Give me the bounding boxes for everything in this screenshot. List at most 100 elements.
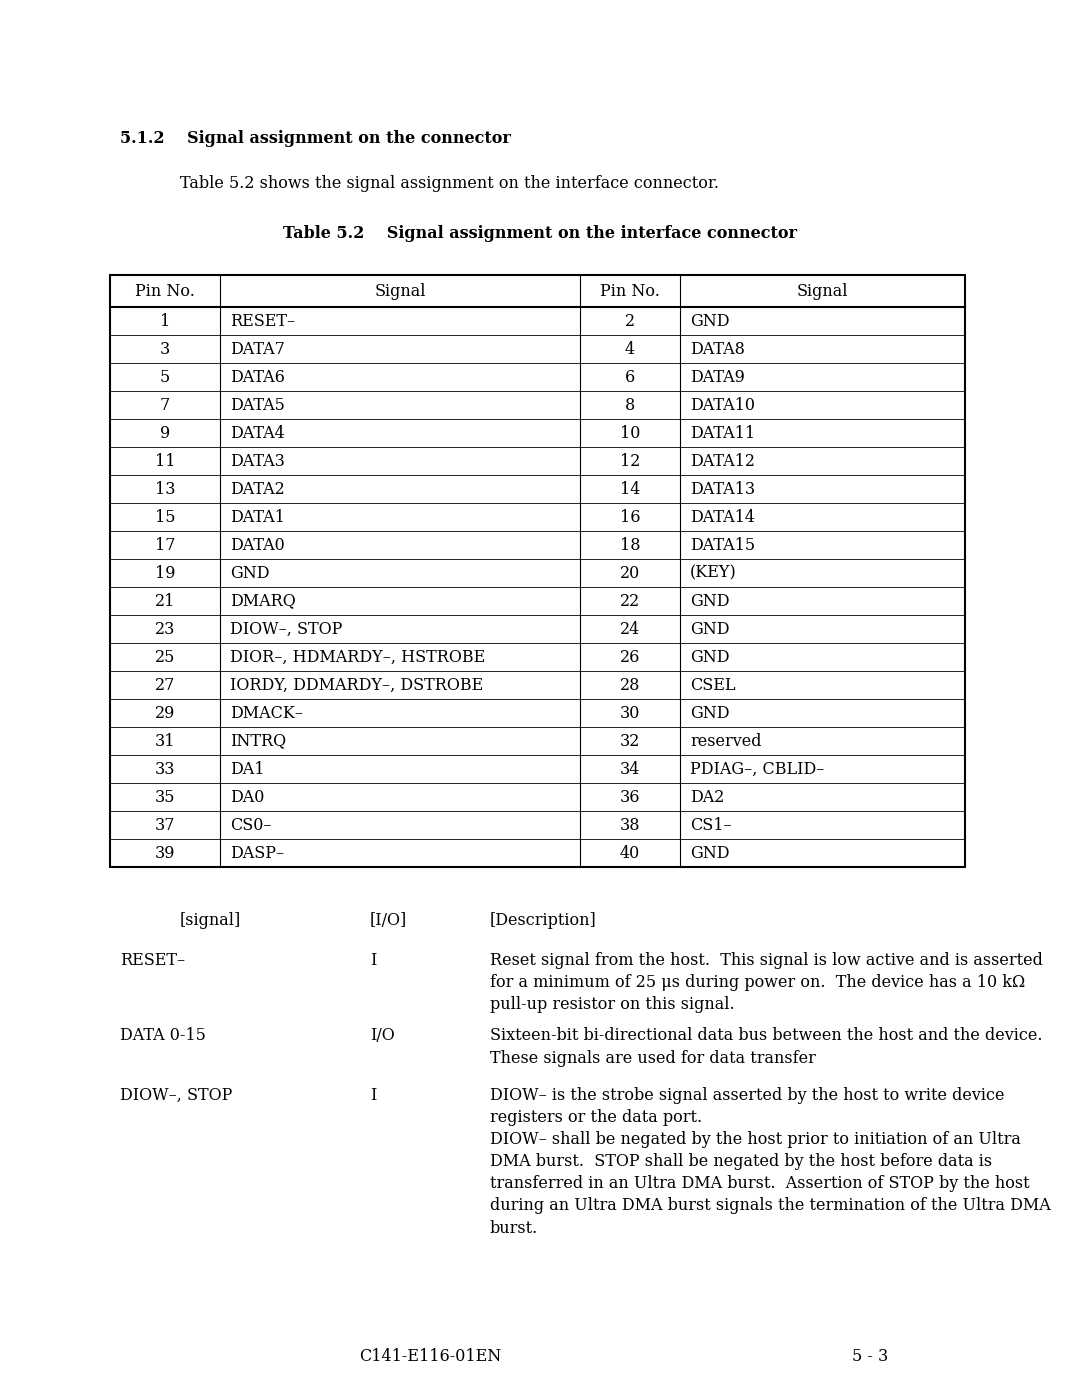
Text: DATA6: DATA6	[230, 369, 285, 386]
Text: C141-E116-01EN: C141-E116-01EN	[359, 1348, 501, 1365]
Text: GND: GND	[690, 845, 729, 862]
Text: RESET–: RESET–	[120, 951, 185, 970]
Text: 23: 23	[154, 620, 175, 637]
Text: Table 5.2 shows the signal assignment on the interface connector.: Table 5.2 shows the signal assignment on…	[180, 175, 719, 191]
Text: DATA8: DATA8	[690, 341, 745, 358]
Text: DATA13: DATA13	[690, 481, 755, 497]
Text: DIOR–, HDMARDY–, HSTROBE: DIOR–, HDMARDY–, HSTROBE	[230, 648, 485, 665]
Text: DATA7: DATA7	[230, 341, 285, 358]
Text: DATA15: DATA15	[690, 536, 755, 553]
Text: 7: 7	[160, 397, 171, 414]
Text: DATA4: DATA4	[230, 425, 285, 441]
Text: 15: 15	[154, 509, 175, 525]
Text: 12: 12	[620, 453, 640, 469]
Text: Reset signal from the host.  This signal is low active and is asserted
for a min: Reset signal from the host. This signal …	[490, 951, 1043, 1013]
Text: Pin No.: Pin No.	[135, 282, 194, 299]
Text: 22: 22	[620, 592, 640, 609]
Text: PDIAG–, CBLID–: PDIAG–, CBLID–	[690, 760, 824, 778]
Text: CS1–: CS1–	[690, 816, 731, 834]
Text: 8: 8	[625, 397, 635, 414]
Text: I: I	[370, 951, 376, 970]
Text: Signal: Signal	[375, 282, 426, 299]
Text: 10: 10	[620, 425, 640, 441]
Text: DATA0: DATA0	[230, 536, 285, 553]
Text: 39: 39	[154, 845, 175, 862]
Text: 28: 28	[620, 676, 640, 693]
Text: CSEL: CSEL	[690, 676, 735, 693]
Text: 35: 35	[154, 788, 175, 806]
Text: 5.1.2    Signal assignment on the connector: 5.1.2 Signal assignment on the connector	[120, 130, 511, 147]
Text: 27: 27	[154, 676, 175, 693]
Text: 5: 5	[160, 369, 171, 386]
Text: DA2: DA2	[690, 788, 725, 806]
Text: Table 5.2    Signal assignment on the interface connector: Table 5.2 Signal assignment on the inter…	[283, 225, 797, 242]
Text: 2: 2	[625, 313, 635, 330]
Text: GND: GND	[690, 592, 729, 609]
Text: 11: 11	[154, 453, 175, 469]
Text: I/O: I/O	[370, 1028, 395, 1045]
Text: 20: 20	[620, 564, 640, 581]
Text: DIOW–, STOP: DIOW–, STOP	[230, 620, 342, 637]
Text: 19: 19	[154, 564, 175, 581]
Text: [Description]: [Description]	[490, 912, 597, 929]
Text: 37: 37	[154, 816, 175, 834]
Text: DIOW–, STOP: DIOW–, STOP	[120, 1087, 232, 1104]
Text: DIOW– is the strobe signal asserted by the host to write device
registers or the: DIOW– is the strobe signal asserted by t…	[490, 1087, 1051, 1236]
Text: 30: 30	[620, 704, 640, 721]
Text: Pin No.: Pin No.	[600, 282, 660, 299]
Text: DATA1: DATA1	[230, 509, 285, 525]
Text: 4: 4	[625, 341, 635, 358]
Text: DASP–: DASP–	[230, 845, 284, 862]
Text: 33: 33	[154, 760, 175, 778]
Text: DATA12: DATA12	[690, 453, 755, 469]
Text: 16: 16	[620, 509, 640, 525]
Text: 14: 14	[620, 481, 640, 497]
Text: 13: 13	[154, 481, 175, 497]
Text: IORDY, DDMARDY–, DSTROBE: IORDY, DDMARDY–, DSTROBE	[230, 676, 483, 693]
Text: GND: GND	[690, 648, 729, 665]
Text: 29: 29	[154, 704, 175, 721]
Text: 34: 34	[620, 760, 640, 778]
Text: DATA11: DATA11	[690, 425, 755, 441]
Text: 6: 6	[625, 369, 635, 386]
Text: 32: 32	[620, 732, 640, 750]
Text: DATA2: DATA2	[230, 481, 285, 497]
Text: DATA10: DATA10	[690, 397, 755, 414]
Text: GND: GND	[690, 313, 729, 330]
Text: GND: GND	[230, 564, 270, 581]
Text: DA0: DA0	[230, 788, 265, 806]
Text: 1: 1	[160, 313, 171, 330]
Text: GND: GND	[690, 704, 729, 721]
Text: DATA 0-15: DATA 0-15	[120, 1028, 206, 1045]
Text: [I/O]: [I/O]	[370, 912, 407, 929]
Text: DATA9: DATA9	[690, 369, 745, 386]
Text: 40: 40	[620, 845, 640, 862]
Text: Signal: Signal	[797, 282, 848, 299]
Text: DATA3: DATA3	[230, 453, 285, 469]
Text: DATA14: DATA14	[690, 509, 755, 525]
Text: DMARQ: DMARQ	[230, 592, 296, 609]
Text: 36: 36	[620, 788, 640, 806]
Text: 31: 31	[154, 732, 175, 750]
Text: 9: 9	[160, 425, 171, 441]
Bar	[110, 275, 966, 868]
Text: 38: 38	[620, 816, 640, 834]
Text: 26: 26	[620, 648, 640, 665]
Text: 5 - 3: 5 - 3	[852, 1348, 888, 1365]
Text: RESET–: RESET–	[230, 313, 295, 330]
Text: [signal]: [signal]	[180, 912, 241, 929]
Text: DMACK–: DMACK–	[230, 704, 303, 721]
Text: DATA5: DATA5	[230, 397, 285, 414]
Text: DA1: DA1	[230, 760, 265, 778]
Text: 24: 24	[620, 620, 640, 637]
Text: INTRQ: INTRQ	[230, 732, 286, 750]
Text: I: I	[370, 1087, 376, 1104]
Text: 18: 18	[620, 536, 640, 553]
Text: 3: 3	[160, 341, 171, 358]
Text: CS0–: CS0–	[230, 816, 271, 834]
Text: 21: 21	[154, 592, 175, 609]
Text: Sixteen-bit bi-directional data bus between the host and the device.
These signa: Sixteen-bit bi-directional data bus betw…	[490, 1028, 1042, 1067]
Text: 25: 25	[154, 648, 175, 665]
Text: 17: 17	[154, 536, 175, 553]
Text: GND: GND	[690, 620, 729, 637]
